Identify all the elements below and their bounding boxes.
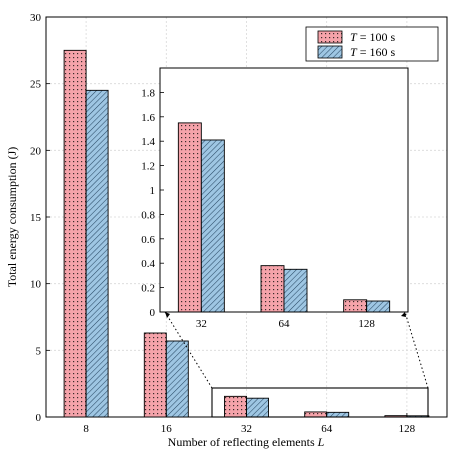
y-tick-label: 0.4	[141, 258, 155, 270]
y-axis-label: Total energy consumption (J)	[5, 147, 19, 288]
y-tick-label: 0.6	[141, 234, 155, 246]
y-tick-label: 30	[30, 12, 42, 24]
bar-t100-64	[304, 411, 328, 418]
main-x-ticks: 8 16 32 64 128	[83, 413, 416, 435]
y-tick-label: 5	[36, 345, 42, 357]
y-tick-label: 25	[30, 79, 42, 91]
x-tick-label: 32	[196, 318, 207, 330]
y-tick-label: 0.8	[141, 209, 155, 221]
y-tick-label: 15	[30, 212, 42, 224]
legend: T = 100 s T = 160 s	[305, 26, 439, 62]
main-bars	[63, 49, 430, 418]
x-tick-label: 128	[399, 423, 416, 435]
x-tick-label: 64	[321, 423, 333, 435]
y-tick-label: 1.2	[141, 161, 155, 173]
legend-label-t100: T = 100 s	[350, 30, 395, 44]
zoom-connector-right	[404, 311, 429, 389]
bar-t100-8	[63, 49, 87, 418]
legend-swatch-t100	[317, 30, 343, 44]
y-tick-label: 0	[36, 412, 42, 424]
y-tick-label: 1.8	[141, 87, 155, 99]
x-tick-label: 8	[83, 423, 89, 435]
y-tick-label: 0	[150, 307, 156, 319]
x-tick-label: 16	[161, 423, 173, 435]
y-tick-label: 20	[30, 145, 42, 157]
y-tick-label: 1.6	[141, 112, 155, 124]
inset-x-ticks: 32 64 128	[196, 308, 375, 330]
y-tick-label: 1.4	[141, 136, 155, 148]
y-tick-label: 10	[30, 279, 42, 291]
y-tick-label: 0.2	[141, 283, 155, 295]
zoom-connector-left	[164, 311, 213, 389]
bar-t160-32	[200, 139, 225, 313]
bar-t160-64	[326, 411, 350, 418]
legend-swatch-t160	[317, 45, 343, 59]
y-tick-label: 1	[150, 185, 156, 197]
bar-t100-16	[143, 332, 167, 418]
bar-t100-128	[343, 299, 368, 313]
main-y-ticks: 0 5 10 15 20 25 30	[30, 12, 50, 424]
legend-label-t160: T = 160 s	[350, 45, 395, 59]
x-tick-label: 64	[279, 318, 291, 330]
bar-t100-32	[177, 122, 202, 313]
bar-t160-32	[246, 397, 269, 418]
bar-t100-64	[260, 265, 285, 313]
zoom-region-box	[211, 387, 429, 418]
inset-y-ticks: 0 0.2 0.4 0.6 0.8 1 1.2 1.4 1.6 1.8	[141, 87, 164, 319]
bar-t160-64	[283, 268, 308, 313]
zoom-arrowhead-right	[401, 312, 406, 317]
bar-t160-16	[165, 340, 189, 418]
x-tick-label: 128	[358, 318, 375, 330]
x-tick-label: 32	[241, 423, 252, 435]
zoom-arrowhead-left	[165, 312, 170, 318]
bar-t100-32	[224, 395, 247, 418]
bar-t160-8	[85, 89, 109, 418]
x-axis-label: Number of reflecting elements L	[168, 435, 325, 449]
bar-t160-128	[366, 300, 391, 313]
